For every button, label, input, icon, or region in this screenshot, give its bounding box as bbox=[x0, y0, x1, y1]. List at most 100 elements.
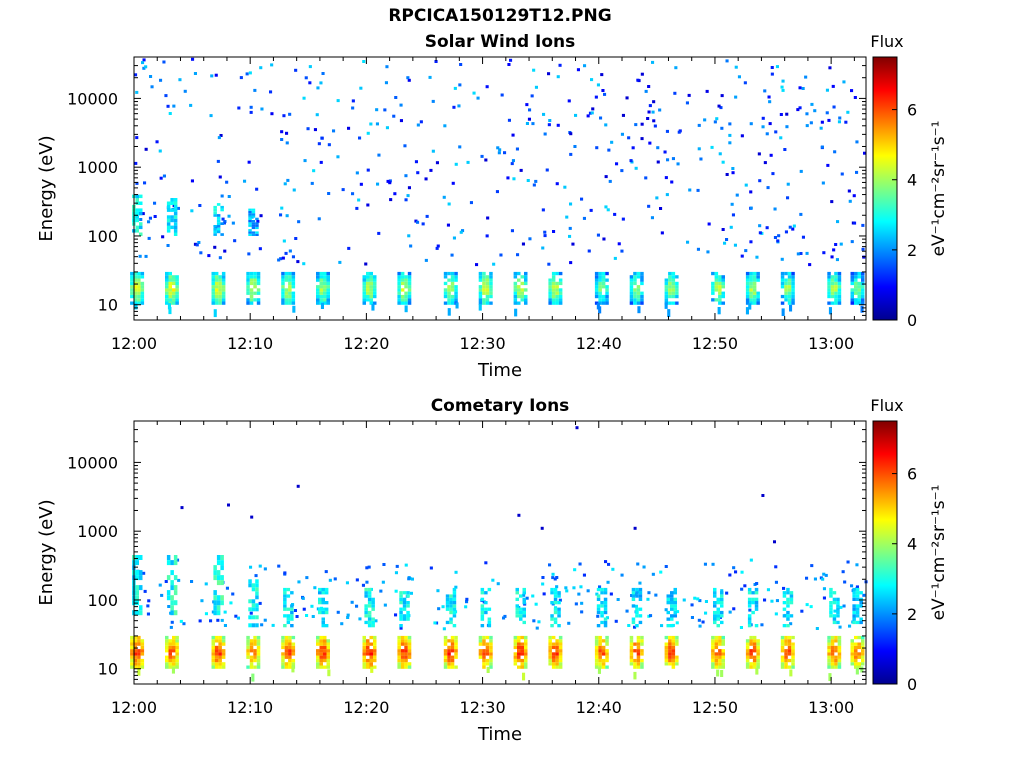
flux-pixel bbox=[605, 301, 609, 305]
flux-pixel bbox=[756, 658, 760, 663]
flux-pixel bbox=[270, 112, 274, 116]
flux-pixel bbox=[565, 215, 569, 219]
flux-pixel bbox=[524, 652, 528, 656]
flux-pixel bbox=[550, 624, 554, 628]
flux-pixel bbox=[668, 285, 672, 289]
flux-pixel bbox=[711, 291, 715, 295]
flux-pixel bbox=[452, 105, 456, 109]
flux-pixel bbox=[345, 581, 349, 585]
flux-pixel bbox=[834, 655, 838, 659]
flux-pixel bbox=[830, 635, 835, 640]
flux-pixel bbox=[787, 639, 792, 643]
flux-pixel bbox=[139, 218, 143, 221]
flux-pixel bbox=[159, 176, 163, 180]
flux-pixel bbox=[720, 614, 724, 618]
flux-pixel bbox=[499, 253, 503, 257]
flux-pixel bbox=[291, 281, 296, 286]
flux-pixel bbox=[716, 669, 720, 677]
flux-pixel bbox=[447, 288, 451, 292]
flux-pixel bbox=[780, 257, 784, 261]
flux-pixel bbox=[787, 652, 792, 656]
flux-pixel bbox=[531, 594, 535, 598]
flux-pixel bbox=[714, 635, 719, 640]
flux-pixel bbox=[166, 201, 171, 205]
flux-pixel bbox=[253, 281, 257, 286]
flux-pixel bbox=[551, 288, 556, 292]
flux-pixel bbox=[173, 575, 178, 581]
flux-pixel bbox=[246, 301, 250, 305]
flux-pixel bbox=[454, 162, 458, 166]
flux-pixel bbox=[166, 244, 170, 247]
flux-pixel bbox=[517, 645, 521, 650]
flux-pixel bbox=[791, 655, 795, 659]
flux-pixel bbox=[755, 255, 759, 259]
flux-pixel bbox=[832, 597, 837, 601]
flux-pixel bbox=[366, 649, 370, 653]
flux-pixel bbox=[135, 198, 139, 202]
flux-pixel bbox=[636, 294, 641, 299]
flux-pixel bbox=[633, 291, 637, 295]
flux-pixel bbox=[400, 294, 405, 299]
flux-pixel bbox=[366, 275, 370, 279]
flux-pixel bbox=[170, 198, 174, 202]
flux-pixel bbox=[631, 617, 636, 621]
flux-pixel bbox=[414, 160, 418, 164]
flux-pixel bbox=[784, 655, 788, 659]
flux-pixel bbox=[485, 635, 490, 640]
flux-pixel bbox=[249, 105, 253, 109]
flux-pixel bbox=[756, 278, 760, 282]
flux-pixel bbox=[676, 610, 680, 614]
flux-pixel bbox=[713, 594, 717, 598]
flux-pixel bbox=[664, 608, 668, 612]
flux-pixel bbox=[555, 652, 559, 656]
flux-pixel bbox=[482, 649, 486, 653]
flux-pixel bbox=[249, 298, 254, 302]
flux-pixel bbox=[288, 639, 292, 643]
flux-pixel bbox=[130, 649, 134, 653]
flux-pixel bbox=[175, 291, 179, 295]
flux-pixel bbox=[718, 642, 722, 646]
flux-pixel bbox=[711, 642, 715, 646]
flux-pixel bbox=[786, 182, 790, 186]
flux-pixel bbox=[489, 301, 493, 305]
flux-pixel bbox=[745, 658, 750, 663]
flux-pixel bbox=[281, 662, 285, 666]
flux-pixel bbox=[721, 275, 725, 279]
flux-pixel bbox=[541, 246, 545, 250]
flux-pixel bbox=[280, 206, 284, 210]
flux-pixel bbox=[375, 122, 379, 126]
x-tick-label-3: 12:30 bbox=[460, 334, 506, 353]
flux-pixel bbox=[804, 75, 808, 79]
flux-pixel bbox=[604, 205, 608, 209]
flux-pixel bbox=[608, 179, 612, 183]
flux-pixel bbox=[601, 89, 605, 92]
flux-pixel bbox=[256, 639, 261, 643]
flux-pixel bbox=[447, 278, 451, 282]
flux-pixel bbox=[784, 658, 788, 663]
flux-pixel bbox=[284, 662, 289, 666]
flux-pixel bbox=[551, 271, 556, 276]
flux-pixel bbox=[558, 662, 563, 666]
flux-pixel bbox=[752, 662, 757, 666]
flux-pixel bbox=[373, 645, 377, 650]
flux-pixel bbox=[637, 306, 641, 314]
flux-pixel bbox=[323, 665, 327, 669]
flux-pixel bbox=[193, 72, 197, 75]
flux-pixel bbox=[582, 573, 586, 577]
flux-pixel bbox=[791, 642, 795, 646]
flux-pixel bbox=[601, 639, 606, 643]
flux-pixel bbox=[489, 294, 493, 299]
flux-pixel bbox=[820, 120, 824, 124]
flux-pixel bbox=[854, 652, 858, 656]
flux-pixel bbox=[671, 278, 676, 282]
flux-pixel bbox=[774, 612, 778, 616]
flux-pixel bbox=[256, 645, 261, 650]
flux-pixel bbox=[195, 243, 199, 247]
flux-pixel bbox=[517, 285, 521, 289]
flux-pixel bbox=[594, 271, 599, 276]
flux-pixel bbox=[371, 620, 375, 625]
flux-pixel bbox=[487, 617, 492, 621]
flux-pixel bbox=[284, 251, 288, 255]
flux-pixel bbox=[172, 278, 176, 282]
flux-pixel bbox=[271, 623, 275, 627]
